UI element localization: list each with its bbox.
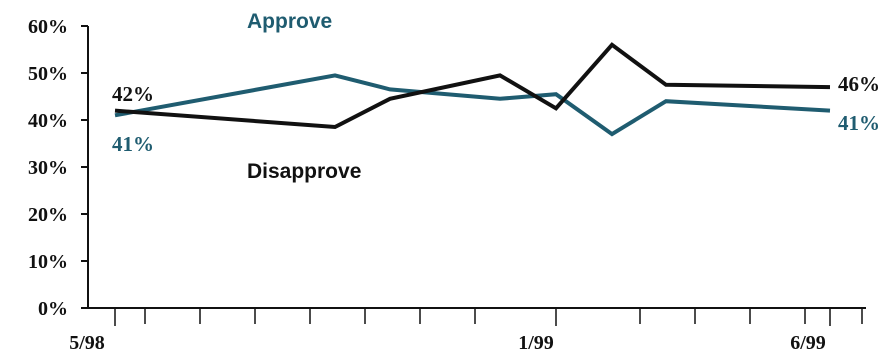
- series-name-disapprove: Disapprove: [247, 160, 361, 183]
- y-tick-label: 10%: [28, 251, 68, 273]
- y-ticks: 0% 10% 20% 30% 40% 50% 60%: [28, 16, 88, 320]
- disapprove-end-label: 46%: [838, 72, 880, 96]
- y-tick-label: 20%: [28, 204, 68, 226]
- series-lines: [114, 42, 831, 137]
- series-name-approve: Approve: [247, 10, 332, 33]
- y-tick-label: 0%: [38, 298, 68, 320]
- series-line-disapprove: [114, 42, 831, 130]
- x-tick-label: 6/99: [790, 332, 826, 354]
- axes: [87, 26, 866, 309]
- x-tick-label: 5/98: [69, 332, 105, 354]
- disapprove-start-label: 42%: [112, 82, 154, 106]
- x-tick-label: 1/99: [518, 332, 554, 354]
- y-tick-label: 60%: [28, 16, 68, 38]
- x-ticks: 5/98 1/99 6/99: [69, 308, 863, 354]
- series-line-approve: [114, 73, 831, 137]
- y-tick-label: 40%: [28, 110, 68, 132]
- approve-end-label: 41%: [838, 111, 880, 135]
- y-tick-label: 50%: [28, 63, 68, 85]
- y-tick-label: 30%: [28, 157, 68, 179]
- approve-start-label: 41%: [112, 132, 154, 156]
